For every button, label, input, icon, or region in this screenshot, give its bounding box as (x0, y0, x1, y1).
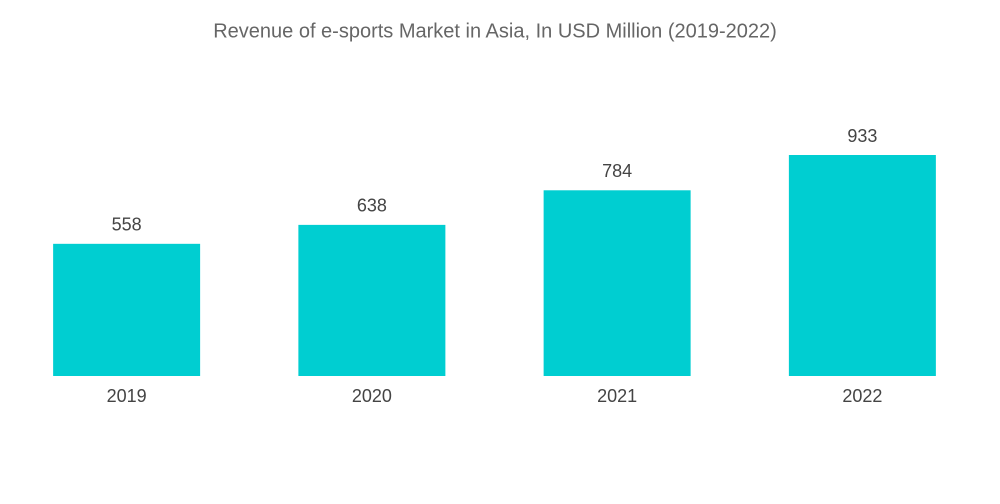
bar (788, 155, 936, 376)
x-tick-label: 2021 (597, 386, 637, 406)
bar (543, 190, 691, 376)
chart-title: Revenue of e-sports Market in Asia, In U… (213, 20, 777, 42)
data-label: 933 (847, 126, 877, 146)
x-tick-label: 2019 (107, 386, 147, 406)
data-label: 638 (357, 196, 387, 216)
bar (298, 224, 446, 376)
bar (53, 243, 201, 376)
data-label: 558 (112, 215, 142, 235)
x-tick-label: 2022 (842, 386, 882, 406)
x-tick-label: 2020 (352, 386, 392, 406)
data-label: 784 (602, 161, 632, 181)
